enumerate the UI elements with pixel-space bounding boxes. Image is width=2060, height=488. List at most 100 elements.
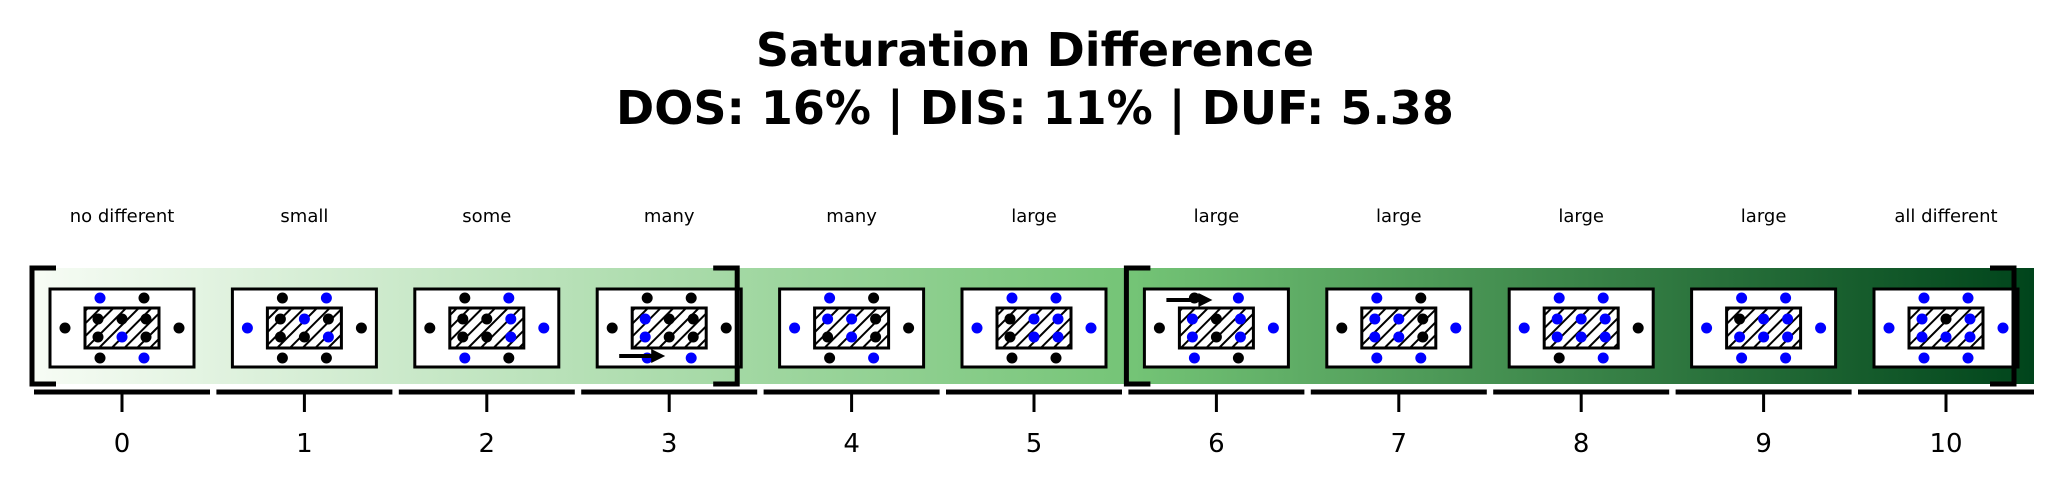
cell-dot (1918, 292, 1930, 304)
cell-dot (1336, 322, 1348, 334)
cell-dot (59, 322, 71, 334)
cell-7: large (1325, 206, 1473, 369)
cell-dot (822, 313, 834, 325)
arrow-3 (619, 349, 666, 363)
cell-dot (140, 331, 152, 343)
cell-dot (685, 352, 697, 364)
bracket-left-range (29, 265, 740, 387)
bracket-open (29, 265, 56, 387)
category-label: large (1558, 206, 1604, 227)
cell-dot (870, 313, 882, 325)
cell-dot (481, 331, 493, 343)
cell-dot (320, 352, 332, 364)
cell-dot (140, 313, 152, 325)
cell-dot (276, 352, 288, 364)
cell-dot (903, 322, 915, 334)
cell-6: large (1142, 206, 1290, 369)
cell-dot (1369, 313, 1381, 325)
cell-dot (1234, 313, 1246, 325)
category-label: no different (70, 206, 175, 227)
arrow-6 (1166, 293, 1213, 307)
range-marks (29, 265, 2017, 387)
cell-dot (1393, 313, 1405, 325)
tick-label: 9 (1755, 429, 1772, 459)
cell-dot (824, 352, 836, 364)
cell-dot (538, 322, 550, 334)
cell-dot (1050, 292, 1062, 304)
cell-dot (1186, 331, 1198, 343)
arrow-head (1198, 293, 1213, 307)
cell-dot (459, 292, 471, 304)
cell-dot (1758, 331, 1770, 343)
cell-dot (1028, 313, 1040, 325)
cell-dot (1553, 352, 1565, 364)
cell-dot (173, 322, 185, 334)
cell-dot (1962, 292, 1974, 304)
cell-dot (1371, 292, 1383, 304)
cell-dot (687, 331, 699, 343)
cell-dot (1004, 313, 1016, 325)
cell-dot (1006, 352, 1018, 364)
cell-3: many (595, 206, 743, 369)
cell-dot (116, 313, 128, 325)
cell-dot (1153, 322, 1165, 334)
cell-dot (1052, 331, 1064, 343)
cell-dot (1369, 331, 1381, 343)
cell-dot (639, 313, 651, 325)
cell-dot (1050, 352, 1062, 364)
cell-dot (1052, 313, 1064, 325)
cell-dot (1417, 313, 1429, 325)
cell-dot (241, 322, 253, 334)
cell-dot (1450, 322, 1462, 334)
cell-dot (1371, 352, 1383, 364)
cell-dot (1782, 313, 1794, 325)
cells: no different small some many many large large l… (48, 206, 2020, 369)
cell-dot (1234, 331, 1246, 343)
cell-dot (1415, 352, 1427, 364)
cell-dot (868, 352, 880, 364)
cell-dot (1004, 331, 1016, 343)
cell-dot (1997, 322, 2009, 334)
cell-2: some (413, 206, 561, 369)
cell-9: large (1690, 206, 1838, 369)
cell-dot (1575, 331, 1587, 343)
tick-label: 1 (296, 429, 313, 459)
cell-dot (459, 352, 471, 364)
cell-dot (685, 292, 697, 304)
cell-dot (1758, 313, 1770, 325)
cell-dot (822, 331, 834, 343)
cell-dot (1186, 313, 1198, 325)
category-label: many (826, 206, 877, 227)
category-label: some (462, 206, 511, 227)
cell-dot (1916, 331, 1928, 343)
cell-dot (1599, 331, 1611, 343)
cell-dot (274, 313, 286, 325)
cell-dot (687, 313, 699, 325)
cell-dot (868, 292, 880, 304)
cell-dot (971, 322, 983, 334)
cell-dot (320, 292, 332, 304)
axis: 0 1 2 3 4 5 6 7 8 9 10 (34, 389, 2034, 459)
cell-dot (846, 313, 858, 325)
cell-dot (138, 292, 150, 304)
cell-dot (322, 313, 334, 325)
category-label: large (1194, 206, 1240, 227)
cell-dot (276, 292, 288, 304)
tick-label: 8 (1573, 429, 1590, 459)
cell-dot (1940, 313, 1952, 325)
cell-dot (1006, 292, 1018, 304)
cell-dot (824, 292, 836, 304)
cell-dot (1210, 331, 1222, 343)
cell-dot (663, 331, 675, 343)
tick-label: 10 (1929, 429, 1962, 459)
bracket-open (1123, 265, 1151, 387)
cell-dot (1085, 322, 1097, 334)
cell-dot (1883, 322, 1895, 334)
cell-dot (1417, 331, 1429, 343)
cell-dot (1815, 322, 1827, 334)
cell-dot (1599, 313, 1611, 325)
cell-dot (503, 352, 515, 364)
cell-dot (457, 331, 469, 343)
cell-dot (1780, 292, 1792, 304)
